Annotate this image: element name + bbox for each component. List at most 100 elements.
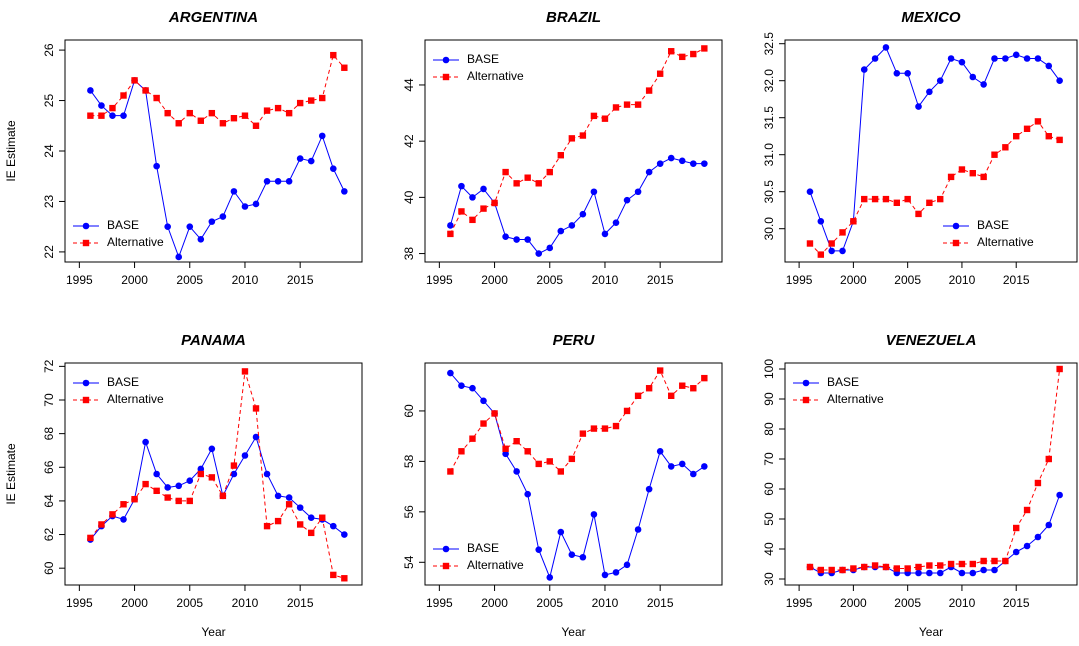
legend-label: BASE xyxy=(977,218,1009,232)
x-tick-label: 2000 xyxy=(121,273,148,287)
data-point xyxy=(926,199,933,206)
data-point xyxy=(634,188,642,196)
data-point xyxy=(308,529,315,537)
data-point xyxy=(958,560,966,568)
legend-label: Alternative xyxy=(467,558,524,572)
data-point xyxy=(219,120,227,127)
data-point xyxy=(502,168,509,176)
data-point xyxy=(98,112,105,119)
data-point xyxy=(969,569,977,577)
data-point xyxy=(480,397,487,405)
data-point xyxy=(1056,365,1063,373)
x-tick-label: 2010 xyxy=(949,596,976,610)
data-point xyxy=(447,468,454,475)
x-tick-label: 2005 xyxy=(894,273,921,287)
data-point xyxy=(153,487,160,495)
y-tick-label: 23 xyxy=(42,194,56,208)
series-line xyxy=(809,46,1061,252)
y-tick-label: 64 xyxy=(42,494,56,508)
data-point xyxy=(513,468,520,475)
y-tick-label: 32.5 xyxy=(762,32,776,56)
data-point xyxy=(131,496,138,503)
chart-title: PANAMA xyxy=(181,332,246,349)
data-point xyxy=(601,425,609,432)
y-tick-label: 80 xyxy=(762,422,776,436)
data-point xyxy=(828,247,835,255)
y-tick-label: 60 xyxy=(762,482,776,496)
chart-panel: PERU 1995 2000 2005 2010 2015 54 56 58 60 Year BASE… xyxy=(402,332,723,639)
data-point xyxy=(458,382,465,390)
data-point xyxy=(579,132,587,139)
data-point xyxy=(980,173,987,181)
data-point xyxy=(568,455,576,463)
data-point xyxy=(667,463,675,470)
chart-panel: ARGENTINA 1995 2000 2005 2010 2015 22 23 24 25 26 I… xyxy=(4,9,363,287)
x-tick-label: 2015 xyxy=(647,596,674,610)
data-point xyxy=(87,87,94,94)
data-point xyxy=(860,66,868,73)
y-tick-label: 72 xyxy=(42,359,56,373)
y-axis-label: IE Estimate xyxy=(4,120,18,182)
data-point xyxy=(850,218,857,225)
data-point xyxy=(186,477,194,485)
data-point xyxy=(535,546,543,553)
data-point xyxy=(623,196,631,204)
data-point xyxy=(806,563,814,571)
data-point xyxy=(285,109,293,117)
data-point xyxy=(568,551,576,559)
data-point xyxy=(153,94,160,102)
data-point xyxy=(926,562,933,569)
chart-title: VENEZUELA xyxy=(886,332,977,349)
data-point xyxy=(915,210,922,218)
data-point xyxy=(645,485,653,493)
y-tick-label: 100 xyxy=(762,359,776,379)
data-point xyxy=(1056,77,1063,84)
data-point xyxy=(208,109,216,117)
data-point xyxy=(1002,55,1009,62)
data-point xyxy=(1034,533,1042,541)
data-point xyxy=(318,132,326,140)
legend-marker xyxy=(82,379,90,387)
data-point xyxy=(839,247,846,255)
chart-panel: VENEZUELA 1995 2000 2005 2010 2015 30 40 50 60 70 8… xyxy=(762,332,1078,639)
data-point xyxy=(502,450,509,458)
data-point xyxy=(513,180,520,187)
data-point xyxy=(230,470,238,478)
legend-label: Alternative xyxy=(977,235,1034,249)
data-point xyxy=(230,462,238,469)
data-point xyxy=(186,109,193,117)
data-point xyxy=(969,73,977,81)
data-point xyxy=(197,117,205,124)
data-point xyxy=(904,565,911,572)
data-point xyxy=(568,135,576,142)
data-point xyxy=(947,560,955,568)
data-point xyxy=(1013,524,1020,532)
data-point xyxy=(871,55,879,62)
data-point xyxy=(1012,51,1020,59)
data-point xyxy=(969,560,976,568)
data-point xyxy=(656,367,664,374)
chart-title: BRAZIL xyxy=(546,9,601,26)
data-point xyxy=(524,448,531,455)
x-tick-label: 2015 xyxy=(1003,273,1030,287)
plot-frame xyxy=(64,362,363,586)
data-point xyxy=(936,569,944,577)
data-point xyxy=(319,94,326,102)
data-point xyxy=(958,569,966,577)
chart-title: PERU xyxy=(553,332,596,349)
data-point xyxy=(557,468,565,475)
data-point xyxy=(341,531,348,538)
data-point xyxy=(904,195,911,203)
y-tick-label: 40 xyxy=(402,190,416,204)
data-point xyxy=(806,240,814,247)
data-point xyxy=(274,104,282,112)
data-point xyxy=(1002,144,1009,151)
data-point xyxy=(285,501,293,508)
data-point xyxy=(274,177,282,185)
y-tick-label: 38 xyxy=(402,247,416,261)
data-point xyxy=(623,407,631,415)
legend-label: BASE xyxy=(467,52,499,66)
data-point xyxy=(828,240,835,247)
data-point xyxy=(936,77,944,84)
y-tick-label: 70 xyxy=(42,393,56,407)
